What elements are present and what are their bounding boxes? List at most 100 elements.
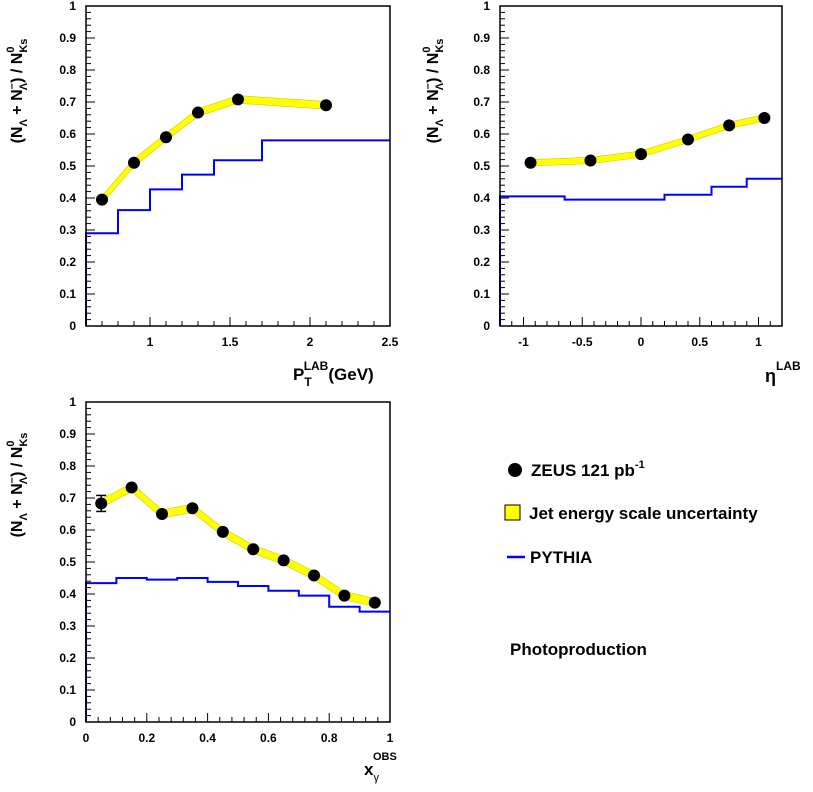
y-tick-label: 0.9 — [59, 31, 76, 45]
data-point — [723, 119, 736, 132]
y-tick-label: 0.7 — [473, 95, 490, 109]
y-tick-label: 0.1 — [473, 287, 490, 301]
jes-band — [100, 482, 376, 608]
legend-label-zeus: ZEUS 121 pb-1 — [531, 459, 645, 480]
y-tick-label: 0.9 — [473, 31, 490, 45]
pythia-histogram — [85, 577, 390, 722]
legend-note: Photoproduction — [510, 640, 647, 659]
y-tick-label: 0.8 — [59, 63, 76, 77]
legend-label-jes: Jet energy scale uncertainty — [529, 504, 758, 523]
data-point — [96, 193, 108, 206]
data-point — [682, 133, 694, 146]
y-axis-label: (NΛ + N–Λ) / NKs0 — [5, 433, 30, 538]
y-tick-label: 0.2 — [59, 255, 76, 269]
legend-marker-band — [504, 504, 521, 521]
x-axis-ticks: 1 1.5 2 2.5 — [85, 317, 399, 349]
x-axis-label: ηLAB — [765, 359, 801, 386]
x-tick-label: 0 — [638, 335, 645, 349]
y-tick-label: 0.1 — [59, 287, 76, 301]
x-tick-label: 1.5 — [222, 335, 239, 349]
x-tick-label: 1 — [755, 335, 762, 349]
y-tick-label: 0.2 — [59, 651, 76, 665]
y-tick-label: 0.7 — [59, 95, 76, 109]
pythia-line — [85, 577, 390, 722]
y-axis-ticks: 0 0.1 0.2 0.3 0.4 0.5 0.6 0.7 0.8 0.9 1 — [59, 395, 95, 729]
data-point — [128, 156, 140, 169]
y-tick-label: 0.4 — [59, 191, 76, 205]
x-tick-label: 0 — [83, 731, 90, 745]
x-tick-label: -1 — [518, 335, 529, 349]
data-point — [216, 525, 229, 538]
y-axis-ticks: 0 0.1 0.2 0.3 0.4 0.5 0.6 0.7 0.8 0.9 1 — [59, 0, 95, 333]
y-tick-label: 0.5 — [59, 555, 76, 569]
y-tick-label: 0.9 — [59, 427, 76, 441]
y-tick-label: 0 — [69, 715, 76, 729]
y-tick-label: 0.6 — [59, 523, 76, 537]
pythia-histogram — [85, 139, 390, 326]
data-point — [584, 154, 597, 167]
data-point — [338, 589, 351, 602]
plot-frame — [499, 5, 783, 327]
y-tick-label: 0.6 — [473, 127, 490, 141]
y-tick-label: 0.3 — [59, 223, 76, 237]
panel-pt: 1 1.5 2 2.5 0 0.1 0.2 0.3 0.4 0.5 0.6 0.7 0.8 0.9 1 (… — [5, 0, 399, 389]
y-tick-label: 0.7 — [59, 491, 76, 505]
x-axis-label: PTLAB(GeV) — [293, 359, 374, 389]
data-points — [95, 481, 381, 609]
x-tick-label: 2.5 — [382, 335, 399, 349]
jes-band-area — [101, 95, 327, 205]
x-tick-label: -0.5 — [572, 335, 593, 349]
panel-eta: -1 -0.5 0 0.5 1 0 0.1 0.2 0.3 0.4 0.5 0.6 0.7 0.8 0.9… — [421, 0, 801, 386]
x-tick-label: 0.4 — [199, 731, 216, 745]
x-axis-ticks: -1 -0.5 0 0.5 1 — [511, 317, 783, 349]
data-point — [320, 99, 332, 112]
jes-band-area — [100, 482, 376, 608]
y-tick-label: 0.1 — [59, 683, 76, 697]
data-point — [156, 508, 168, 520]
plot-frame — [85, 401, 391, 723]
data-point — [368, 596, 381, 609]
panel-xgamma: 0 0.2 0.4 0.6 0.8 1 0 0.1 0.2 0.3 0.4 0.5 0.6 0.7 0.8… — [5, 395, 397, 784]
data-point — [277, 554, 290, 567]
x-axis-ticks: 0 0.2 0.4 0.6 0.8 1 — [83, 713, 394, 745]
data-point — [186, 502, 199, 515]
data-point — [247, 543, 260, 556]
y-tick-label: 0.6 — [59, 127, 76, 141]
y-axis-label: (NΛ + N–Λ) / NKs0 — [5, 39, 30, 144]
x-tick-label: 1 — [147, 335, 154, 349]
data-point — [125, 481, 138, 494]
legend-marker-data — [508, 463, 522, 477]
data-point — [95, 497, 108, 510]
y-axis-ticks: 0 0.1 0.2 0.3 0.4 0.5 0.6 0.7 0.8 0.9 1 — [473, 0, 509, 333]
y-tick-label: 0.8 — [59, 459, 76, 473]
x-tick-label: 0.6 — [260, 731, 277, 745]
y-tick-label: 0.5 — [473, 159, 490, 173]
x-axis-label: xγOBS — [364, 751, 397, 784]
y-tick-label: 0.3 — [473, 223, 490, 237]
y-tick-label: 0.2 — [473, 255, 490, 269]
pythia-line — [499, 177, 782, 326]
x-tick-label: 0.8 — [321, 731, 338, 745]
y-tick-label: 1 — [69, 0, 76, 13]
x-tick-label: 2 — [307, 335, 314, 349]
y-tick-label: 0.5 — [59, 159, 76, 173]
y-tick-label: 0 — [69, 319, 76, 333]
y-tick-label: 0.8 — [473, 63, 490, 77]
y-tick-label: 1 — [483, 0, 490, 13]
data-point — [160, 131, 172, 144]
data-point — [232, 93, 244, 106]
data-points — [96, 93, 332, 206]
data-points — [524, 112, 771, 169]
data-point — [635, 148, 647, 161]
y-tick-label: 0.3 — [59, 619, 76, 633]
x-tick-label: 0.5 — [691, 335, 708, 349]
pythia-histogram — [499, 177, 782, 326]
x-tick-label: 1 — [387, 731, 394, 745]
legend-label-pythia: PYTHIA — [530, 548, 592, 567]
y-tick-label: 0.4 — [473, 191, 490, 205]
data-point — [524, 156, 537, 169]
data-point — [192, 106, 204, 119]
x-tick-label: 0.2 — [138, 731, 155, 745]
data-point — [758, 112, 771, 124]
